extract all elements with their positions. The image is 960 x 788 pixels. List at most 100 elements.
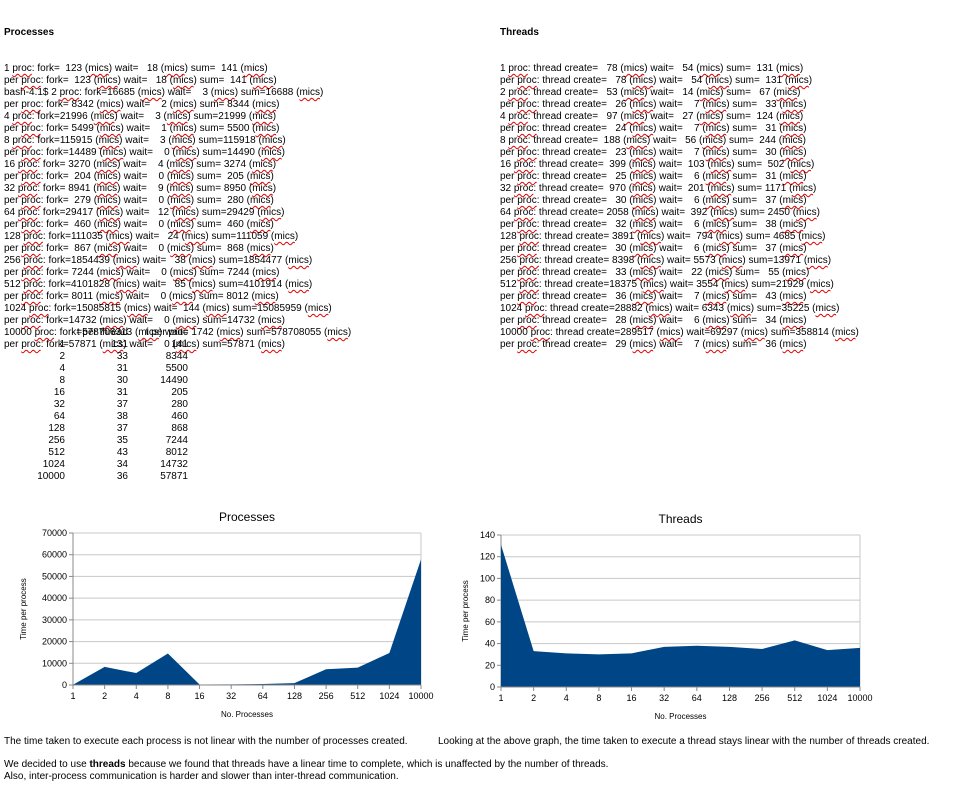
summary-cell-thread: 43 xyxy=(116,447,128,458)
threads-log-line: per proc: thread create= 23 (mics) wait=… xyxy=(500,147,807,158)
table-row: 4 31 5500 xyxy=(10,363,188,375)
threads-log-line: per proc: thread create= 28 (mics) wait=… xyxy=(500,315,807,326)
conclusion: We decided to use threads because we fou… xyxy=(4,759,608,783)
threads-log-line: 32 proc: thread create= 970 (mics) wait=… xyxy=(500,183,817,194)
summary-cell-count: 1 xyxy=(59,339,65,350)
summary-cell-count: 2 xyxy=(59,351,65,362)
x-tick-label: 1 xyxy=(498,693,503,703)
threads-chart-svg: Threads 0 20 40 60 80 100 120 140 1 2 4 8 16 32 64 128 25… xyxy=(461,512,873,721)
threads-log-line: 10000 proc: thread create=289517 (mics) … xyxy=(500,327,859,338)
table-row: 512 43 8012 xyxy=(10,447,188,459)
threads-log-line: 128 proc: thread create= 3891 (mics) wai… xyxy=(500,231,826,242)
y-tick-label: 40 xyxy=(485,639,495,649)
conclusion-bold: threads xyxy=(89,759,126,770)
summary-cell-thread: 38 xyxy=(116,411,128,422)
y-axis-label: Time per process xyxy=(19,578,28,640)
threads-log-line: 4 proc: thread create= 97 (mics) wait= 2… xyxy=(500,111,804,122)
processes-log-line: per proc: fork= 5499 (mics) wait= 1 (mic… xyxy=(4,123,280,134)
processes-log-line: per proc: fork= 460 (mics) wait= 0 (mics… xyxy=(4,219,274,230)
summary-cell-thread: 30 xyxy=(116,375,128,386)
summary-cell-count: 4 xyxy=(59,363,65,374)
processes-log-line: per proc: fork=14489 (mics) wait= 0 (mic… xyxy=(4,147,285,158)
processes-log-line: per proc: fork=57871 (mics) wait= 0 (mic… xyxy=(4,339,285,350)
summary-cell-proc: 280 xyxy=(171,399,188,410)
conclusion-post: because we found that threads have a lin… xyxy=(125,759,609,770)
y-tick-label: 0 xyxy=(490,682,495,692)
threads-log-line: per proc: thread create= 25 (mics) wait=… xyxy=(500,171,807,182)
threads-log-line: per proc: thread create= 33 (mics) wait=… xyxy=(500,267,810,278)
threads-log-line: per proc: thread create= 32 (mics) wait=… xyxy=(500,219,807,230)
threads-log-line: 1 proc: thread create= 78 (mics) wait= 5… xyxy=(500,63,804,74)
summary-cell-count: 8 xyxy=(59,375,65,386)
processes-log-line: per proc: fork=14732 (mics) wait= 0 (mic… xyxy=(4,315,285,326)
table-row: 64 38 460 xyxy=(10,411,188,423)
processes-chart: Processes 0 10000 20000 30000 40000 50000 60000… xyxy=(18,500,438,725)
y-tick-label: 10000 xyxy=(42,658,67,668)
processes-log-line: 512 proc: fork=4101828 (mics) wait= 85 (… xyxy=(4,279,313,290)
y-tick-label: 100 xyxy=(480,573,495,583)
x-axis-label: No. Processes xyxy=(654,712,706,721)
x-tick-label: 32 xyxy=(226,691,236,701)
summary-cell-thread: 37 xyxy=(116,399,128,410)
threads-log: Threads 1 proc: thread create= 78 (mics)… xyxy=(500,3,859,363)
table-row: 8 30 14490 xyxy=(10,375,188,387)
processes-log-line: per proc: fork= 204 (mics) wait= 0 (mics… xyxy=(4,171,274,182)
processes-note: The time taken to execute each process i… xyxy=(4,736,408,747)
threads-log-line: per proc: thread create= 26 (mics) wait=… xyxy=(500,99,807,110)
y-tick-label: 20 xyxy=(485,660,495,670)
summary-header-proc: t per proc xyxy=(145,327,188,338)
summary-cell-proc: 141 xyxy=(171,339,188,350)
summary-cell-proc: 7244 xyxy=(165,435,188,446)
processes-log-line: 16 proc: fork= 3270 (mics) wait= 4 (mics… xyxy=(4,159,277,170)
processes-log-line: 256 proc: fork=1854439 (mics) wait= 38 (… xyxy=(4,255,313,266)
processes-log-title: Processes xyxy=(4,27,55,38)
processes-log-line: per proc: fork= 867 (mics) wait= 0 (mics… xyxy=(4,243,274,254)
x-tick-label: 16 xyxy=(195,691,205,701)
table-row: 128 37 868 xyxy=(10,423,188,435)
processes-log-line: 32 proc: fork= 8941 (mics) wait= 9 (mics… xyxy=(4,183,277,194)
x-tick-label: 256 xyxy=(319,691,334,701)
threads-log-line: 512 proc: thread create=18375 (mics) wai… xyxy=(500,279,834,290)
summary-cell-count: 256 xyxy=(48,435,65,446)
table-row: 16 31 205 xyxy=(10,387,188,399)
x-tick-label: 4 xyxy=(564,693,569,703)
x-tick-label: 10000 xyxy=(408,691,433,701)
threads-log-line: per proc: thread create= 29 (mics) wait=… xyxy=(500,339,807,350)
table-row: 1024 34 14732 xyxy=(10,459,188,471)
processes-log-line: per proc: fork= 123 (mics) wait= 18 (mic… xyxy=(4,75,277,86)
threads-log-line: per proc: thread create= 36 (mics) wait=… xyxy=(500,291,807,302)
summary-cell-thread: 31 xyxy=(116,387,128,398)
summary-cell-thread: 33 xyxy=(116,351,128,362)
processes-log-line: 10000 proc: fork=578706313 (mics) wait= … xyxy=(4,327,352,338)
x-axis-label: No. Processes xyxy=(221,710,273,719)
threads-log-line: per proc: thread create= 78 (mics) wait=… xyxy=(500,75,813,86)
summary-cell-proc: 868 xyxy=(171,423,188,434)
y-tick-label: 60 xyxy=(485,617,495,627)
x-tick-label: 8 xyxy=(596,693,601,703)
y-tick-label: 20000 xyxy=(42,637,67,647)
summary-cell-count: 16 xyxy=(53,387,65,398)
x-tick-label: 1 xyxy=(70,691,75,701)
threads-log-title: Threads xyxy=(500,27,539,38)
x-tick-label: 512 xyxy=(787,693,802,703)
threads-log-line: 1024 proc: thread create=28882 (mics) wa… xyxy=(500,303,840,314)
summary-cell-proc: 8344 xyxy=(165,351,188,362)
processes-log-line: 8 proc: fork=115915 (mics) wait= 3 (mics… xyxy=(4,135,286,146)
processes-log-line: 1 proc: fork= 123 (mics) wait= 18 (mics)… xyxy=(4,63,268,74)
x-tick-label: 1024 xyxy=(817,693,837,703)
threads-log-line: 2 proc: thread create= 53 (mics) wait= 1… xyxy=(500,87,801,98)
y-tick-label: 60000 xyxy=(42,550,67,560)
summary-header-count xyxy=(10,327,65,339)
threads-note: Looking at the above graph, the time tak… xyxy=(438,736,930,747)
threads-log-line: 64 proc: thread create= 2058 (mics) wait… xyxy=(500,207,820,218)
x-tick-label: 8 xyxy=(165,691,170,701)
chart-title: Threads xyxy=(658,512,702,526)
threads-log-line: per proc: thread create= 24 (mics) wait=… xyxy=(500,123,807,134)
table-row: 1 131 141 xyxy=(10,339,188,351)
summary-cell-count: 1024 xyxy=(42,459,65,470)
summary-cell-proc: 205 xyxy=(171,387,188,398)
summary-cell-thread: 36 xyxy=(116,471,128,482)
summary-cell-thread: 31 xyxy=(116,363,128,374)
summary-cell-count: 10000 xyxy=(37,471,65,482)
processes-log-line: 64 proc: fork=29417 (mics) wait= 12 (mic… xyxy=(4,207,285,218)
